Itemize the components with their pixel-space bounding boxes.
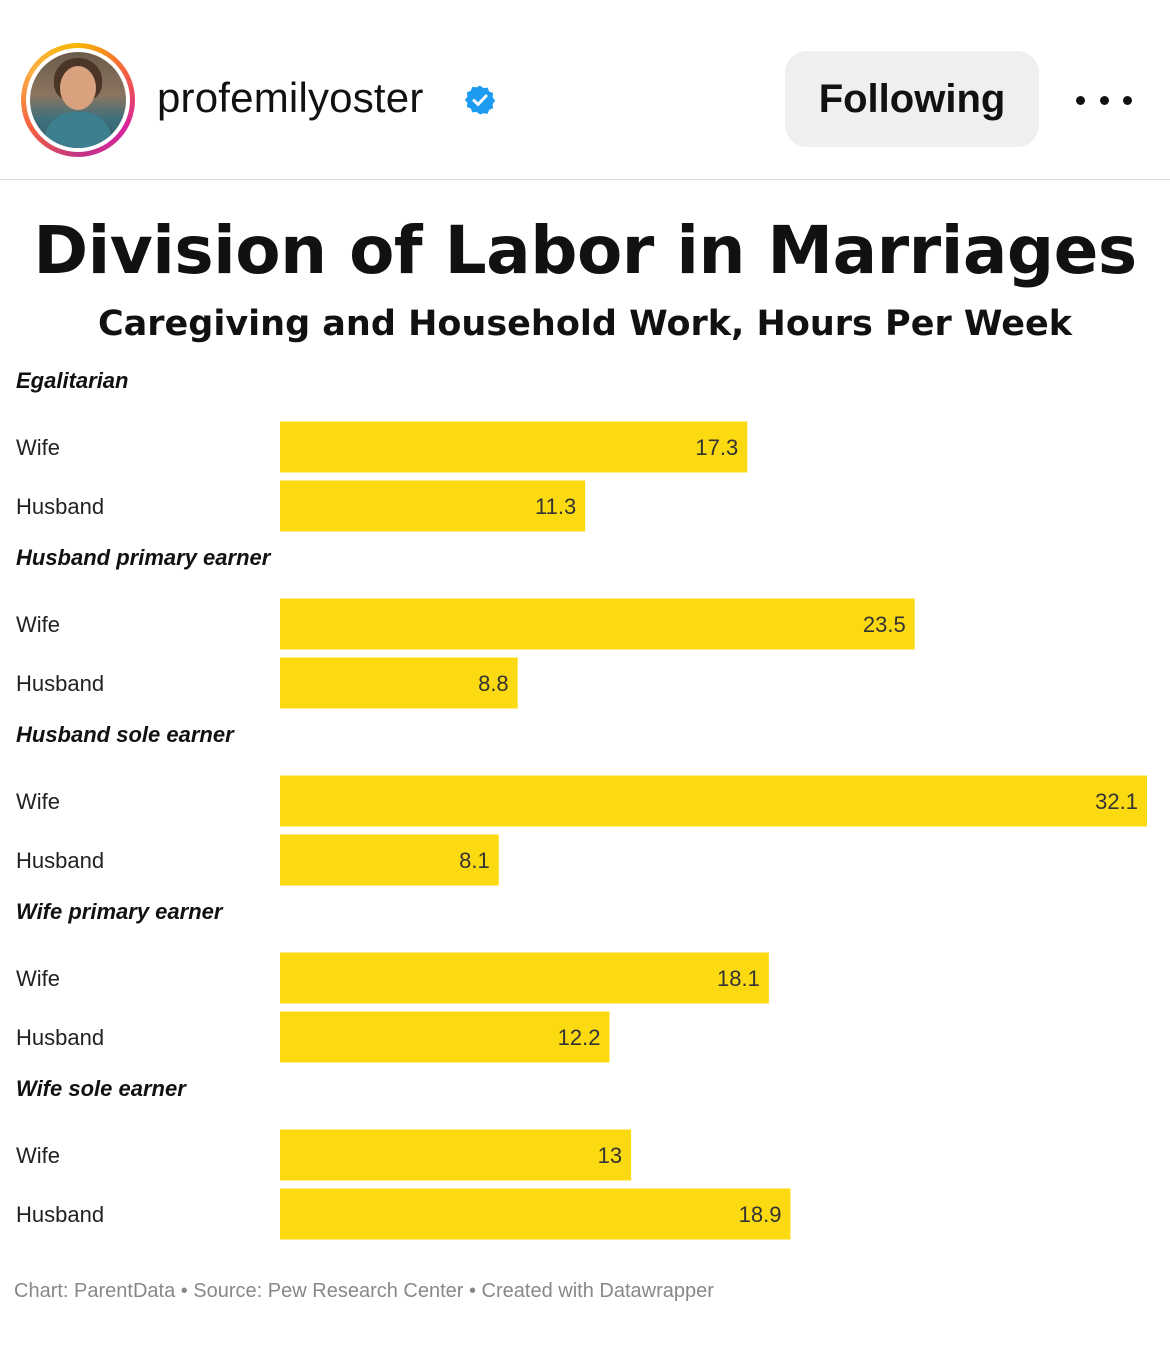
row-label: Husband bbox=[16, 671, 104, 696]
group-label: Wife primary earner bbox=[16, 899, 224, 924]
post-header: profemilyoster Following bbox=[0, 0, 1170, 180]
bar bbox=[280, 952, 769, 1004]
bar bbox=[280, 598, 915, 650]
avatar-body-shape bbox=[44, 112, 112, 148]
row-label: Wife bbox=[16, 966, 60, 991]
more-options-icon[interactable] bbox=[1076, 80, 1132, 120]
value-label: 18.1 bbox=[717, 966, 760, 991]
value-label: 12.2 bbox=[558, 1025, 601, 1050]
group-label: Egalitarian bbox=[16, 368, 128, 393]
row-label: Husband bbox=[16, 1025, 104, 1050]
row-label: Wife bbox=[16, 1143, 60, 1168]
value-label: 8.1 bbox=[459, 848, 490, 873]
chart-subtitle: Caregiving and Household Work, Hours Per… bbox=[97, 304, 1073, 344]
bar bbox=[280, 421, 748, 473]
bar bbox=[280, 657, 518, 709]
following-button[interactable]: Following bbox=[785, 51, 1039, 147]
value-label: 8.8 bbox=[478, 671, 509, 696]
more-dot bbox=[1099, 95, 1109, 105]
row-label: Wife bbox=[16, 789, 60, 814]
value-label: 13 bbox=[598, 1143, 622, 1168]
row-label: Husband bbox=[16, 848, 104, 873]
row-label: Husband bbox=[16, 1202, 104, 1227]
group-label: Husband primary earner bbox=[16, 545, 272, 570]
value-label: 17.3 bbox=[695, 435, 738, 460]
row-label: Wife bbox=[16, 612, 60, 637]
group-label: Wife sole earner bbox=[16, 1076, 187, 1101]
chart-title: Division of Labor in Marriages bbox=[33, 212, 1137, 289]
bar bbox=[280, 775, 1147, 827]
bar bbox=[280, 1011, 610, 1063]
avatar[interactable] bbox=[21, 43, 135, 157]
bar bbox=[280, 480, 586, 532]
more-dot bbox=[1123, 95, 1132, 105]
value-label: 11.3 bbox=[535, 494, 576, 519]
value-label: 18.9 bbox=[739, 1202, 782, 1227]
verified-badge-icon bbox=[464, 85, 496, 115]
username[interactable]: profemilyoster bbox=[157, 74, 424, 121]
chart-footer: Chart: ParentData • Source: Pew Research… bbox=[14, 1280, 714, 1302]
avatar-photo bbox=[30, 52, 126, 148]
row-label: Wife bbox=[16, 435, 60, 460]
value-label: 32.1 bbox=[1095, 789, 1138, 814]
bar bbox=[280, 1188, 791, 1240]
avatar-face-shape bbox=[60, 66, 96, 110]
bar bbox=[280, 1129, 632, 1181]
group-label: Husband sole earner bbox=[16, 722, 235, 747]
bar bbox=[280, 834, 499, 886]
bar-chart: Egalitarian Wife 17.3 Husband 11.3 Husband pr… bbox=[16, 368, 1147, 1240]
value-label: 23.5 bbox=[863, 612, 906, 637]
row-label: Husband bbox=[16, 494, 104, 519]
more-dot bbox=[1076, 95, 1085, 105]
